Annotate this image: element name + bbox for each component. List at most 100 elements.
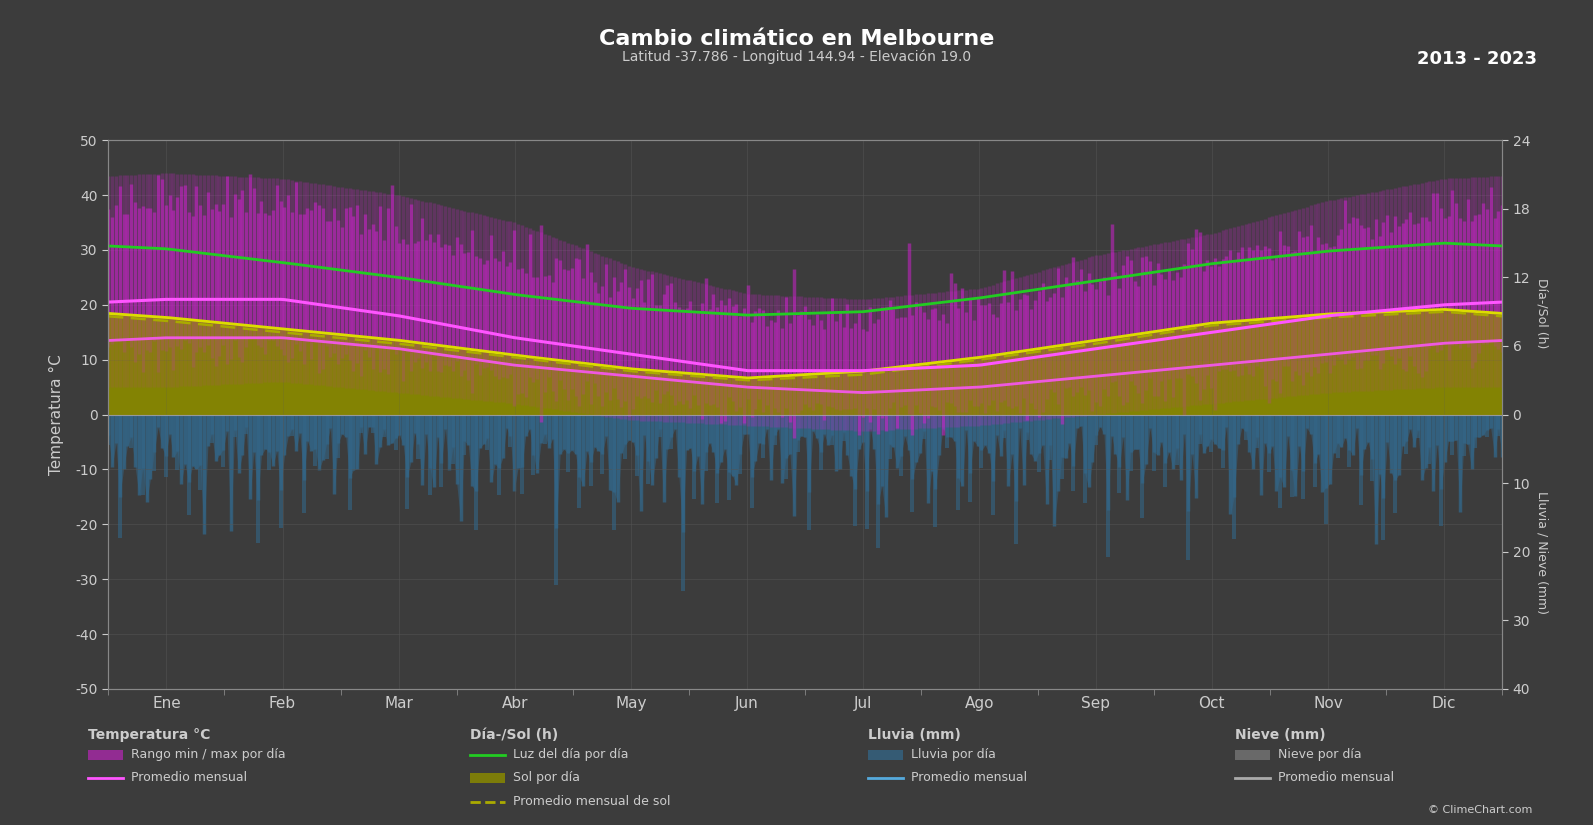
Bar [255,414,260,543]
Bar [440,414,443,487]
Text: Lluvia (mm): Lluvia (mm) [868,728,961,742]
Bar [795,414,800,452]
Bar [186,414,191,516]
Bar [589,414,593,486]
Bar [1496,414,1501,436]
Bar [1026,414,1029,440]
Bar [1220,414,1225,468]
Bar [1152,414,1157,471]
Bar [922,414,926,439]
Bar [1231,414,1236,539]
Bar [1209,414,1214,452]
Bar [175,414,180,469]
Bar [623,414,628,459]
Bar [554,414,559,586]
Bar [279,414,282,528]
Bar [704,414,707,470]
Bar [693,414,696,499]
Text: Lluvia / Nieve (mm): Lluvia / Nieve (mm) [1536,491,1548,615]
Text: Nieve (mm): Nieve (mm) [1235,728,1325,742]
Bar [118,414,121,538]
Bar [1255,414,1258,448]
Bar [198,414,202,490]
Bar [1405,414,1408,455]
Bar [358,414,363,433]
Bar [290,414,295,436]
Bar [382,414,386,437]
Bar [1083,414,1086,502]
Bar [808,414,811,530]
Bar [612,414,616,530]
Bar [1370,414,1375,481]
Text: Día-/Sol (h): Día-/Sol (h) [1536,278,1548,349]
Bar [911,414,914,512]
Bar [945,414,949,448]
Bar [429,414,432,495]
Bar [738,414,742,474]
Bar [508,414,513,447]
Text: Latitud -37.786 - Longitud 144.94 - Elevación 19.0: Latitud -37.786 - Longitud 144.94 - Elev… [621,50,972,64]
Bar [107,414,110,445]
Bar [1244,414,1247,440]
Bar [1359,414,1362,506]
Bar [475,414,478,530]
Bar [532,414,535,475]
Bar [876,414,879,549]
Text: 2013 - 2023: 2013 - 2023 [1418,50,1537,68]
Bar [1059,414,1064,478]
Bar [1438,414,1443,526]
Bar [129,414,134,448]
Bar [1129,414,1133,471]
Bar [1013,414,1018,544]
Bar [819,414,822,470]
Bar [933,414,937,527]
Bar [726,414,731,500]
Text: © ClimeChart.com: © ClimeChart.com [1427,805,1532,815]
Bar [1048,414,1053,460]
Bar [1381,414,1386,540]
Text: Promedio mensual: Promedio mensual [1278,771,1394,785]
Bar [416,414,421,459]
Bar [221,414,225,467]
Bar [577,414,581,507]
Bar [1198,414,1201,444]
Bar [164,414,167,477]
Bar [991,414,996,515]
Bar [887,414,892,460]
Bar [1037,414,1040,472]
Bar [852,414,857,526]
Bar [841,414,846,441]
Bar [543,414,546,444]
Text: Temperatura °C: Temperatura °C [88,728,210,742]
Bar [325,414,328,460]
Text: Nieve por día: Nieve por día [1278,748,1360,761]
Bar [1117,414,1121,493]
Bar [898,414,903,476]
Bar [1427,414,1432,464]
Bar [658,414,661,437]
Bar [784,414,789,479]
Bar [486,414,489,450]
Bar [1450,414,1454,455]
Text: Promedio mensual: Promedio mensual [131,771,247,785]
Bar [1174,414,1179,464]
Bar [1266,414,1271,473]
Bar [1290,414,1294,497]
Bar [1072,414,1075,491]
Bar [1335,414,1340,458]
Bar [647,414,650,484]
Bar [314,414,317,465]
Bar [393,414,398,450]
Bar [761,414,765,458]
Bar [451,414,456,464]
Bar [244,414,249,433]
Bar [1462,414,1466,456]
Bar [969,414,972,502]
Bar [750,414,753,508]
Bar [773,414,777,446]
Bar [462,414,467,455]
Bar [566,414,570,473]
Text: Promedio mensual de sol: Promedio mensual de sol [513,795,671,808]
Bar [405,414,409,509]
Bar [601,414,604,474]
